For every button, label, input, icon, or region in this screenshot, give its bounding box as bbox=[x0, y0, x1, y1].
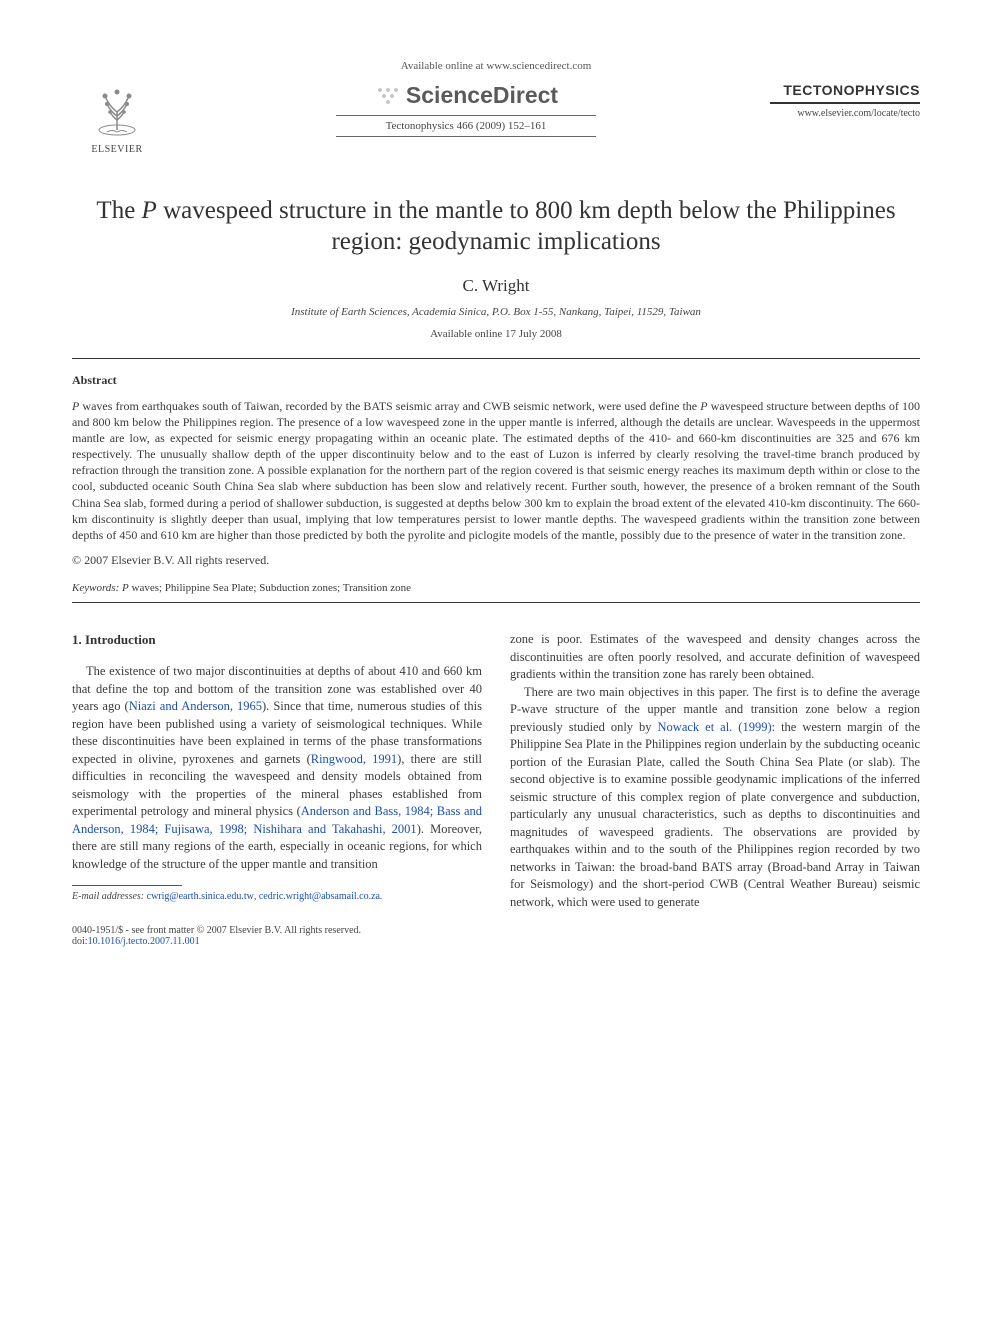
citation-line: Tectonophysics 466 (2009) 152–161 bbox=[162, 120, 770, 132]
abstract-body: P waves from earthquakes south of Taiwan… bbox=[72, 398, 920, 544]
keywords-ital: P bbox=[122, 582, 129, 594]
ref-link-niazi[interactable]: Niazi and Anderson, 1965 bbox=[129, 699, 262, 713]
doi-link[interactable]: 10.1016/j.tecto.2007.11.001 bbox=[88, 936, 200, 947]
article-title: The P wavespeed structure in the mantle … bbox=[72, 195, 920, 258]
c2p2-a: There are two main objectives in this pa… bbox=[524, 685, 920, 699]
sciencedirect-wordmark: ScienceDirect bbox=[406, 82, 558, 109]
ref-link-ringwood[interactable]: Ringwood, 1991 bbox=[311, 752, 397, 766]
sciencedirect-block: ScienceDirect Tectonophysics 466 (2009) … bbox=[162, 82, 770, 137]
journal-name: TECTONOPHYSICS bbox=[770, 82, 920, 104]
c2p2-c: : the western margin of the Philippine S… bbox=[510, 720, 920, 909]
keywords-rest: waves; Philippine Sea Plate; Subduction … bbox=[129, 582, 411, 594]
section-1-heading: 1. Introduction bbox=[72, 631, 482, 649]
title-ital: P bbox=[142, 197, 157, 224]
footnote-label: E-mail addresses: bbox=[72, 891, 144, 902]
elsevier-tree-icon bbox=[87, 82, 147, 142]
author-name: C. Wright bbox=[72, 276, 920, 296]
column-left: 1. Introduction The existence of two maj… bbox=[72, 631, 482, 911]
col1-p1: The existence of two major discontinuiti… bbox=[72, 663, 482, 873]
footer-front-matter: 0040-1951/$ - see front matter © 2007 El… bbox=[72, 925, 920, 936]
col2-p2: There are two main objectives in this pa… bbox=[510, 684, 920, 912]
c2p2-i: P bbox=[510, 702, 517, 716]
doi-label: doi: bbox=[72, 936, 88, 947]
header-row: ELSEVIER ScienceDirect Tectonophysics 46… bbox=[72, 82, 920, 155]
elsevier-label: ELSEVIER bbox=[72, 144, 162, 155]
footnote-tail: . bbox=[380, 891, 383, 902]
keywords-line: Keywords: P waves; Philippine Sea Plate;… bbox=[72, 582, 920, 594]
email-link-1[interactable]: cwrig@earth.sinica.edu.tw bbox=[147, 891, 254, 902]
title-part2: wavespeed structure in the mantle to 800… bbox=[157, 197, 896, 255]
journal-url: www.elsevier.com/locate/tecto bbox=[770, 108, 920, 119]
sciencedirect-dots-icon bbox=[374, 86, 402, 106]
ref-link-nowack[interactable]: Nowack et al. (1999) bbox=[658, 720, 772, 734]
abstract-heading: Abstract bbox=[72, 373, 920, 388]
available-online-line: Available online at www.sciencedirect.co… bbox=[72, 60, 920, 72]
abstract-ital-2: P bbox=[700, 399, 707, 413]
col2-p1: zone is poor. Estimates of the wavespeed… bbox=[510, 631, 920, 684]
copyright-line: © 2007 Elsevier B.V. All rights reserved… bbox=[72, 553, 920, 568]
keywords-label: Keywords: bbox=[72, 582, 122, 594]
affiliation: Institute of Earth Sciences, Academia Si… bbox=[72, 306, 920, 318]
elsevier-block: ELSEVIER bbox=[72, 82, 162, 155]
email-link-2[interactable]: cedric.wright@absamail.co.za bbox=[259, 891, 380, 902]
abstract-text-1: waves from earthquakes south of Taiwan, … bbox=[79, 399, 700, 413]
body-columns: 1. Introduction The existence of two maj… bbox=[72, 631, 920, 911]
available-online-date: Available online 17 July 2008 bbox=[72, 328, 920, 340]
column-right: zone is poor. Estimates of the wavespeed… bbox=[510, 631, 920, 911]
journal-block: TECTONOPHYSICS www.elsevier.com/locate/t… bbox=[770, 82, 920, 119]
abstract-text-2: wavespeed structure between depths of 10… bbox=[72, 399, 920, 543]
doi-line: doi:10.1016/j.tecto.2007.11.001 bbox=[72, 936, 920, 947]
footnote-email: E-mail addresses: cwrig@earth.sinica.edu… bbox=[72, 890, 482, 904]
title-part1: The bbox=[96, 197, 141, 224]
